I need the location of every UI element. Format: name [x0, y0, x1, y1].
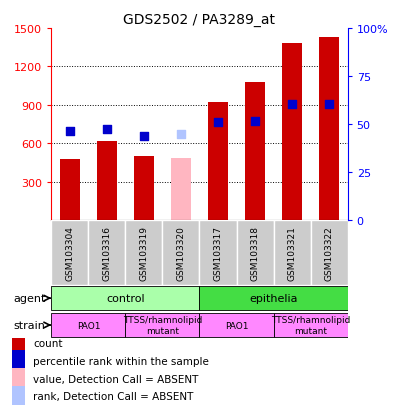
Bar	[237, 221, 274, 285]
Point	[252, 119, 258, 125]
Text: control: control	[106, 293, 145, 304]
Bar	[319, 38, 339, 221]
Bar	[51, 221, 88, 285]
Text: TTSS/rhamnolipid
mutant: TTSS/rhamnolipid mutant	[271, 316, 350, 335]
Bar	[199, 221, 237, 285]
Bar	[134, 157, 154, 221]
Bar	[97, 142, 117, 221]
Bar	[126, 221, 162, 285]
Point	[326, 102, 332, 108]
Bar	[274, 313, 348, 337]
Bar	[12, 333, 25, 353]
Point	[141, 133, 147, 140]
Text: GSM103322: GSM103322	[325, 225, 334, 280]
Bar	[199, 313, 274, 337]
Point	[289, 102, 295, 108]
Text: GSM103320: GSM103320	[177, 225, 186, 280]
Bar	[282, 44, 302, 221]
Text: GSM103304: GSM103304	[65, 225, 74, 280]
Bar	[126, 313, 199, 337]
Point	[178, 131, 184, 138]
Bar	[245, 83, 265, 221]
Text: GSM103317: GSM103317	[213, 225, 222, 280]
Text: rank, Detection Call = ABSENT: rank, Detection Call = ABSENT	[33, 391, 194, 401]
Text: PAO1: PAO1	[225, 321, 248, 330]
Bar	[199, 286, 348, 311]
Bar	[51, 286, 199, 311]
Bar	[12, 351, 25, 370]
Point	[67, 128, 73, 135]
Point	[215, 119, 221, 126]
Bar	[274, 221, 310, 285]
Text: strain: strain	[14, 320, 46, 330]
Bar	[12, 368, 25, 388]
Point	[104, 126, 110, 133]
Text: GSM103316: GSM103316	[102, 225, 111, 280]
Text: TTSS/rhamnolipid
mutant: TTSS/rhamnolipid mutant	[123, 316, 202, 335]
Text: agent: agent	[13, 293, 46, 304]
Bar	[310, 221, 348, 285]
Bar	[171, 158, 191, 221]
Text: value, Detection Call = ABSENT: value, Detection Call = ABSENT	[33, 374, 198, 384]
Bar	[12, 386, 25, 406]
Text: GSM103319: GSM103319	[139, 225, 149, 280]
Text: GSM103318: GSM103318	[250, 225, 260, 280]
Text: epithelia: epithelia	[249, 293, 298, 304]
Bar	[208, 103, 228, 221]
Bar	[88, 221, 126, 285]
Bar	[162, 221, 199, 285]
Text: count: count	[33, 339, 62, 349]
Text: GSM103321: GSM103321	[288, 225, 297, 280]
Bar	[51, 313, 126, 337]
Text: PAO1: PAO1	[77, 321, 100, 330]
Bar	[60, 159, 80, 221]
Text: percentile rank within the sample: percentile rank within the sample	[33, 356, 209, 366]
Title: GDS2502 / PA3289_at: GDS2502 / PA3289_at	[124, 12, 275, 26]
